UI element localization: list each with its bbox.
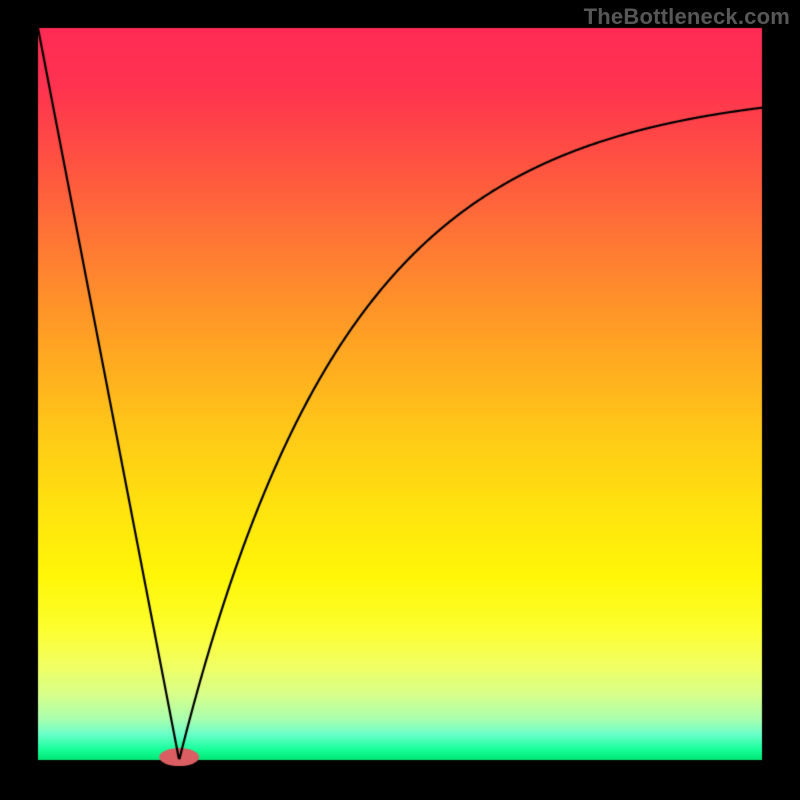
watermark-text: TheBottleneck.com: [584, 4, 790, 30]
bottleneck-curve-chart: [0, 0, 800, 800]
chart-root: TheBottleneck.com: [0, 0, 800, 800]
